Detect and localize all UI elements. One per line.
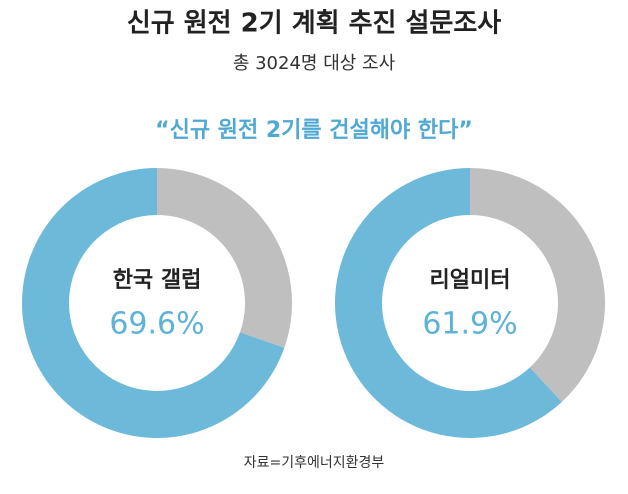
donut-title: 리얼미터 [430, 268, 511, 293]
headline: “신규 원전 2기를 건설해야 한다” [155, 118, 473, 143]
value-label: 69.6% [109, 307, 204, 342]
source: 자료=기후에너지환경부 [244, 455, 385, 471]
donut-segment [334, 167, 562, 438]
donut-title: 한국 갤럽 [113, 268, 202, 293]
value-label: 61.9% [422, 307, 517, 342]
donut-segment [157, 168, 292, 348]
donut-segment [22, 168, 285, 438]
donut-segment [470, 168, 605, 402]
subtitle: 총 3024명 대상 조사 [233, 53, 396, 74]
chart-title: 신규 원전 2기 계획 추진 설문조사 [127, 9, 501, 39]
